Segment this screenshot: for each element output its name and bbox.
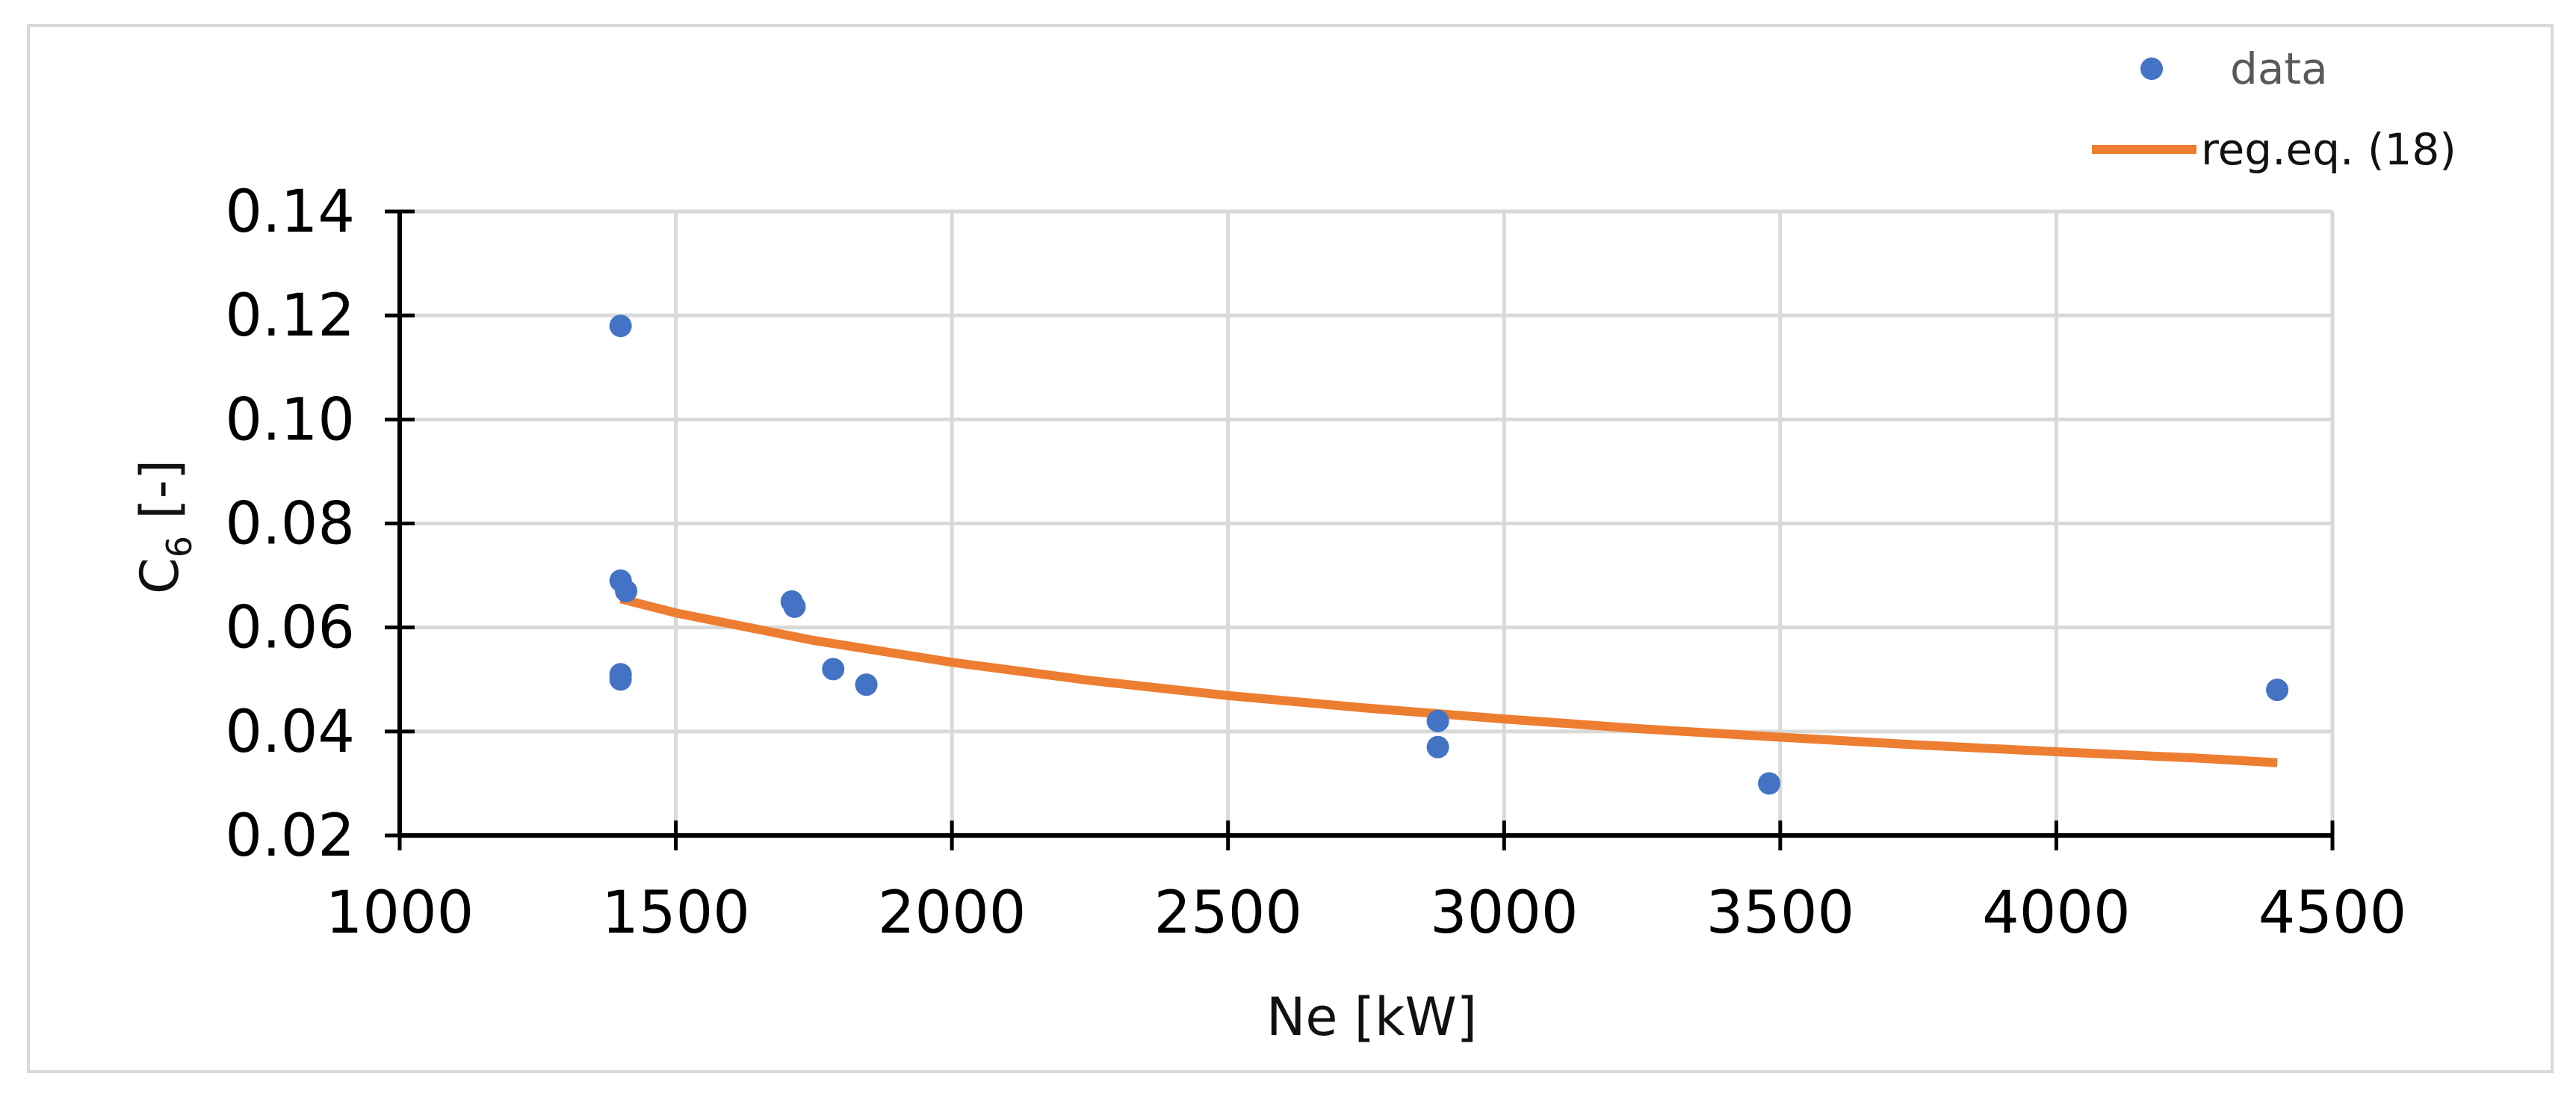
x-axis-title: Ne [kW] bbox=[1266, 986, 1477, 1048]
x-tick-label: 1000 bbox=[326, 880, 474, 947]
data-point bbox=[615, 579, 638, 602]
y-axis-title-subscript: 6 bbox=[159, 536, 199, 557]
y-axis-title-main: C bbox=[129, 557, 191, 594]
legend-marker-data bbox=[2140, 58, 2163, 80]
y-tick-label: 0.04 bbox=[225, 699, 355, 766]
y-tick-label: 0.02 bbox=[225, 803, 355, 870]
series bbox=[609, 315, 2289, 795]
data-point bbox=[1426, 735, 1449, 758]
y-tick-label: 0.12 bbox=[225, 282, 355, 350]
data-point bbox=[2266, 679, 2289, 702]
x-tick-label: 2000 bbox=[878, 880, 1027, 947]
axes bbox=[385, 209, 2335, 850]
x-tick-label: 1500 bbox=[601, 880, 750, 947]
y-tick-label: 0.06 bbox=[225, 595, 355, 662]
data-point bbox=[609, 315, 632, 338]
data-point bbox=[1758, 772, 1781, 795]
y-tick-label: 0.10 bbox=[225, 386, 355, 454]
gridlines bbox=[400, 209, 2335, 835]
y-tick-label: 0.14 bbox=[225, 179, 355, 246]
x-tick-label: 3000 bbox=[1430, 880, 1579, 947]
legend: data reg.eq. (18) bbox=[2092, 43, 2456, 175]
legend-label-regression: reg.eq. (18) bbox=[2201, 124, 2456, 175]
y-axis-title-suffix: [-] bbox=[129, 460, 191, 536]
chart-border bbox=[27, 24, 2554, 1073]
data-point bbox=[855, 673, 878, 696]
legend-label-data: data bbox=[2230, 43, 2328, 94]
data-point bbox=[609, 668, 632, 691]
x-tick-label: 2500 bbox=[1154, 880, 1302, 947]
x-tick-label: 4000 bbox=[1982, 880, 2131, 947]
x-tick-label: 4500 bbox=[2258, 880, 2407, 947]
x-tick-label: 3500 bbox=[1706, 880, 1855, 947]
data-point bbox=[1426, 709, 1449, 732]
data-point bbox=[822, 658, 845, 681]
tick-labels: 1000 1500 2000 2500 3000 3500 4000 4500 0.02 0.04… bbox=[225, 179, 2406, 947]
y-tick-label: 0.08 bbox=[225, 491, 355, 558]
data-point bbox=[783, 595, 806, 618]
y-axis-title: C6 [-] bbox=[129, 460, 199, 594]
